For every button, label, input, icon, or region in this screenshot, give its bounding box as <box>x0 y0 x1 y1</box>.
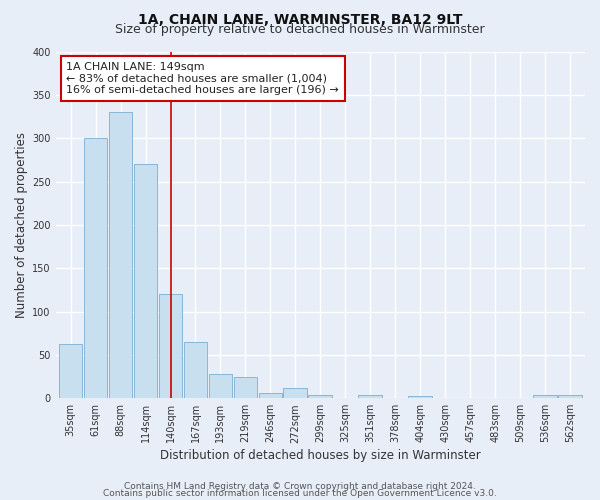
Bar <box>59 344 82 398</box>
Bar <box>209 374 232 398</box>
Y-axis label: Number of detached properties: Number of detached properties <box>15 132 28 318</box>
Bar <box>409 396 432 398</box>
Bar <box>233 378 257 398</box>
Bar <box>308 394 332 398</box>
Bar <box>134 164 157 398</box>
Bar <box>558 394 582 398</box>
Bar <box>84 138 107 398</box>
Text: 1A, CHAIN LANE, WARMINSTER, BA12 9LT: 1A, CHAIN LANE, WARMINSTER, BA12 9LT <box>138 12 462 26</box>
Text: Size of property relative to detached houses in Warminster: Size of property relative to detached ho… <box>115 22 485 36</box>
Text: 1A CHAIN LANE: 149sqm
← 83% of detached houses are smaller (1,004)
16% of semi-d: 1A CHAIN LANE: 149sqm ← 83% of detached … <box>66 62 339 95</box>
Bar <box>259 393 282 398</box>
Text: Contains HM Land Registry data © Crown copyright and database right 2024.: Contains HM Land Registry data © Crown c… <box>124 482 476 491</box>
Bar <box>358 394 382 398</box>
Bar <box>109 112 133 398</box>
Bar <box>283 388 307 398</box>
Bar <box>533 394 557 398</box>
X-axis label: Distribution of detached houses by size in Warminster: Distribution of detached houses by size … <box>160 450 481 462</box>
Bar <box>158 294 182 398</box>
Bar <box>184 342 208 398</box>
Text: Contains public sector information licensed under the Open Government Licence v3: Contains public sector information licen… <box>103 488 497 498</box>
